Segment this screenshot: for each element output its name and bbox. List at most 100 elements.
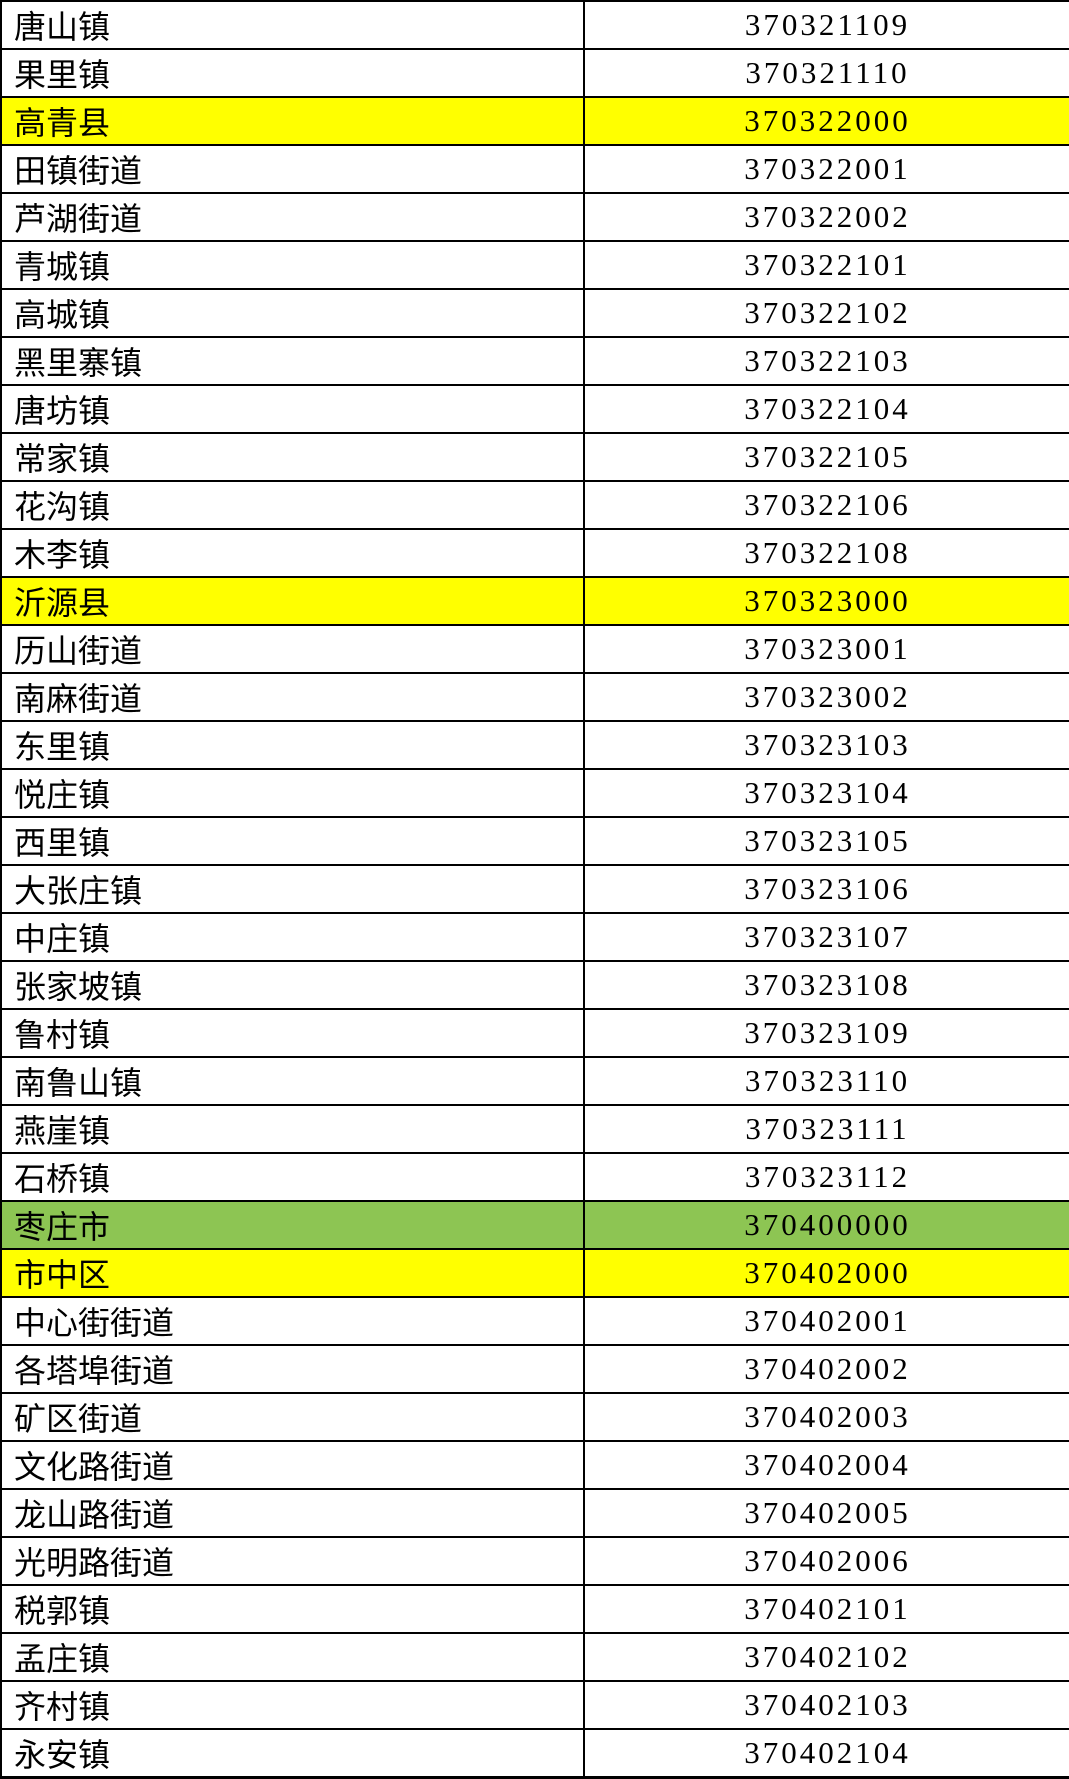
- division-code-cell: 370322001: [584, 144, 1069, 194]
- table-row: 悦庄镇 370323104: [0, 768, 1069, 818]
- division-code-cell: 370402104: [584, 1728, 1069, 1779]
- table-row: 石桥镇 370323112: [0, 1152, 1069, 1202]
- division-code-cell: 370321109: [584, 0, 1069, 50]
- division-code-cell: 370322102: [584, 288, 1069, 338]
- table-row: 大张庄镇 370323106: [0, 864, 1069, 914]
- table-row: 各塔埠街道 370402002: [0, 1344, 1069, 1394]
- division-code-cell: 370323001: [584, 624, 1069, 674]
- division-name-cell: 齐村镇: [0, 1680, 585, 1730]
- division-code-cell: 370323110: [584, 1056, 1069, 1106]
- division-name-cell: 矿区街道: [0, 1392, 585, 1442]
- table-row: 市中区 370402000: [0, 1248, 1069, 1298]
- table-row: 沂源县 370323000: [0, 576, 1069, 626]
- division-code-cell: 370402102: [584, 1632, 1069, 1682]
- table-row: 西里镇 370323105: [0, 816, 1069, 866]
- division-name-cell: 税郭镇: [0, 1584, 585, 1634]
- division-code-cell: 370402005: [584, 1488, 1069, 1538]
- table-row: 龙山路街道 370402005: [0, 1488, 1069, 1538]
- division-code-cell: 370322002: [584, 192, 1069, 242]
- table-row: 常家镇 370322105: [0, 432, 1069, 482]
- division-code-cell: 370322104: [584, 384, 1069, 434]
- division-code-cell: 370323107: [584, 912, 1069, 962]
- table-row: 芦湖街道 370322002: [0, 192, 1069, 242]
- table-row: 唐山镇 370321109: [0, 0, 1069, 50]
- division-name-cell: 市中区: [0, 1248, 585, 1298]
- division-code-cell: 370402103: [584, 1680, 1069, 1730]
- division-name-cell: 黑里寨镇: [0, 336, 585, 386]
- table-row: 税郭镇 370402101: [0, 1584, 1069, 1634]
- table-row: 黑里寨镇 370322103: [0, 336, 1069, 386]
- table-row: 燕崖镇 370323111: [0, 1104, 1069, 1154]
- division-name-cell: 唐坊镇: [0, 384, 585, 434]
- table-row: 齐村镇 370402103: [0, 1680, 1069, 1730]
- division-name-cell: 木李镇: [0, 528, 585, 578]
- division-name-cell: 中庄镇: [0, 912, 585, 962]
- table-row: 张家坡镇 370323108: [0, 960, 1069, 1010]
- division-code-cell: 370323000: [584, 576, 1069, 626]
- division-name-cell: 沂源县: [0, 576, 585, 626]
- table-row: 果里镇 370321110: [0, 48, 1069, 98]
- table-row: 高城镇 370322102: [0, 288, 1069, 338]
- division-name-cell: 高城镇: [0, 288, 585, 338]
- table-row: 光明路街道 370402006: [0, 1536, 1069, 1586]
- division-name-cell: 西里镇: [0, 816, 585, 866]
- table-row: 田镇街道 370322001: [0, 144, 1069, 194]
- table-row: 历山街道 370323001: [0, 624, 1069, 674]
- table-row: 中庄镇 370323107: [0, 912, 1069, 962]
- division-name-cell: 龙山路街道: [0, 1488, 585, 1538]
- division-code-cell: 370402002: [584, 1344, 1069, 1394]
- division-code-cell: 370402006: [584, 1536, 1069, 1586]
- division-code-cell: 370400000: [584, 1200, 1069, 1250]
- division-name-cell: 芦湖街道: [0, 192, 585, 242]
- division-name-cell: 高青县: [0, 96, 585, 146]
- division-name-cell: 悦庄镇: [0, 768, 585, 818]
- division-name-cell: 东里镇: [0, 720, 585, 770]
- table-row: 矿区街道 370402003: [0, 1392, 1069, 1442]
- division-code-cell: 370322103: [584, 336, 1069, 386]
- table-row: 花沟镇 370322106: [0, 480, 1069, 530]
- division-code-cell: 370402004: [584, 1440, 1069, 1490]
- division-name-cell: 中心街街道: [0, 1296, 585, 1346]
- division-code-cell: 370322000: [584, 96, 1069, 146]
- division-code-cell: 370323112: [584, 1152, 1069, 1202]
- division-code-cell: 370323109: [584, 1008, 1069, 1058]
- division-code-cell: 370323105: [584, 816, 1069, 866]
- division-code-cell: 370322105: [584, 432, 1069, 482]
- table-row: 高青县 370322000: [0, 96, 1069, 146]
- division-name-cell: 田镇街道: [0, 144, 585, 194]
- division-code-cell: 370322106: [584, 480, 1069, 530]
- division-name-cell: 常家镇: [0, 432, 585, 482]
- division-name-cell: 大张庄镇: [0, 864, 585, 914]
- division-code-cell: 370321110: [584, 48, 1069, 98]
- table-row: 永安镇 370402104: [0, 1728, 1069, 1779]
- division-code-cell: 370323002: [584, 672, 1069, 722]
- division-code-cell: 370402001: [584, 1296, 1069, 1346]
- division-code-cell: 370323104: [584, 768, 1069, 818]
- division-code-cell: 370323103: [584, 720, 1069, 770]
- table-row: 文化路街道 370402004: [0, 1440, 1069, 1490]
- table-row: 东里镇 370323103: [0, 720, 1069, 770]
- division-name-cell: 石桥镇: [0, 1152, 585, 1202]
- table-row: 唐坊镇 370322104: [0, 384, 1069, 434]
- table-row: 木李镇 370322108: [0, 528, 1069, 578]
- division-name-cell: 历山街道: [0, 624, 585, 674]
- division-code-cell: 370402101: [584, 1584, 1069, 1634]
- table-row: 南鲁山镇 370323110: [0, 1056, 1069, 1106]
- division-code-cell: 370323106: [584, 864, 1069, 914]
- division-code-cell: 370322108: [584, 528, 1069, 578]
- table-row: 枣庄市 370400000: [0, 1200, 1069, 1250]
- division-code-cell: 370402000: [584, 1248, 1069, 1298]
- table-row: 青城镇 370322101: [0, 240, 1069, 290]
- division-name-cell: 光明路街道: [0, 1536, 585, 1586]
- division-name-cell: 永安镇: [0, 1728, 585, 1779]
- division-name-cell: 孟庄镇: [0, 1632, 585, 1682]
- division-code-cell: 370323111: [584, 1104, 1069, 1154]
- division-name-cell: 果里镇: [0, 48, 585, 98]
- division-name-cell: 唐山镇: [0, 0, 585, 50]
- division-name-cell: 青城镇: [0, 240, 585, 290]
- division-name-cell: 南鲁山镇: [0, 1056, 585, 1106]
- table-row: 鲁村镇 370323109: [0, 1008, 1069, 1058]
